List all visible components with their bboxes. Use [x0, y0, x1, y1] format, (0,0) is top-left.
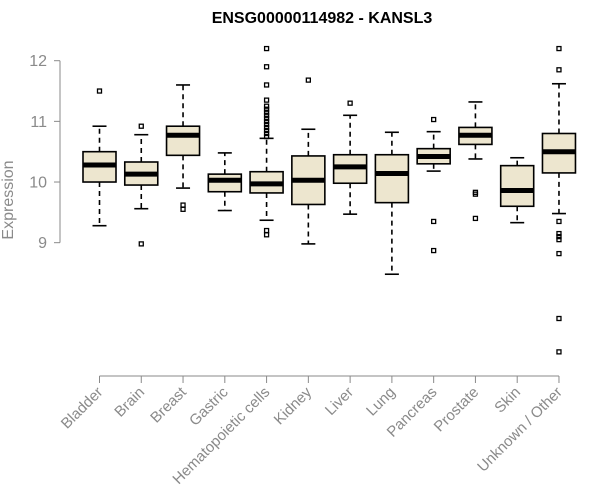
chart-title: ENSG00000114982 - KANSL3: [212, 10, 433, 27]
outlier-point: [263, 115, 270, 121]
y-axis-label: Expression: [0, 160, 17, 239]
box-kidney: [291, 77, 326, 245]
outlier-point: [305, 77, 312, 83]
box-skin: [499, 156, 535, 224]
y-tick-label: 10: [29, 175, 47, 192]
outlier-point: [180, 206, 186, 212]
iqr-box: [374, 153, 410, 204]
box-unknown-other: [541, 45, 577, 355]
iqr-box: [499, 164, 535, 208]
y-tick-label: 9: [38, 235, 47, 252]
box-series: [82, 45, 577, 355]
outlier-point: [556, 315, 562, 322]
outlier-point: [180, 202, 186, 208]
outlier-point: [472, 189, 479, 195]
outlier-point: [263, 124, 270, 131]
x-tick-label: Brain: [111, 384, 148, 421]
outlier-point: [556, 45, 562, 52]
outlier-point: [263, 82, 270, 88]
outlier-point: [138, 123, 144, 129]
outlier-point: [431, 247, 437, 254]
box-bladder: [82, 88, 117, 227]
outlier-point: [556, 233, 562, 240]
outlier-point: [263, 45, 270, 52]
box-prostate: [458, 101, 493, 222]
outlier-point: [556, 67, 562, 73]
box-liver: [332, 100, 368, 215]
y-tick-label: 11: [30, 114, 47, 131]
outlier-point: [263, 106, 270, 112]
x-tick-label: Breast: [147, 383, 190, 426]
outlier-point: [263, 227, 270, 234]
box-lung: [374, 131, 410, 276]
outlier-point: [556, 230, 562, 237]
iqr-box: [207, 173, 243, 193]
x-tick-label: Prostate: [431, 384, 483, 436]
outlier-point: [472, 215, 479, 222]
outlier-point: [96, 88, 103, 94]
x-tick-label: Skin: [491, 384, 524, 417]
outlier-point: [556, 236, 562, 243]
outlier-point: [263, 112, 270, 118]
iqr-box: [165, 125, 201, 157]
outlier-point: [556, 349, 562, 355]
outlier-point: [431, 116, 437, 123]
box-brain: [123, 123, 159, 247]
outlier-point: [263, 97, 270, 103]
outlier-point: [556, 250, 562, 257]
x-tick-label: Lung: [363, 384, 399, 420]
y-axis: 9 10 11 12: [29, 53, 61, 252]
box-pancreas: [416, 116, 451, 254]
outlier-point: [263, 109, 270, 115]
outlier-point: [138, 241, 144, 247]
box-gastric: [207, 152, 243, 212]
outlier-point: [263, 127, 270, 134]
outlier-point: [263, 133, 270, 140]
x-tick-label: Bladder: [58, 384, 107, 433]
x-tick-label: Kidney: [271, 383, 316, 428]
outlier-point: [263, 121, 270, 128]
outlier-point: [263, 130, 270, 137]
outlier-point: [263, 64, 270, 70]
x-tick-label: Liver: [322, 384, 357, 419]
outlier-point: [431, 218, 437, 225]
outlier-point: [263, 232, 270, 238]
box-breast: [165, 84, 201, 212]
outlier-point: [347, 100, 353, 106]
y-tick-label: 12: [29, 53, 47, 70]
box-hematopoietic-cells: [249, 45, 284, 238]
outlier-point: [263, 103, 270, 109]
outlier-point: [263, 118, 270, 125]
outlier-point: [556, 218, 562, 225]
